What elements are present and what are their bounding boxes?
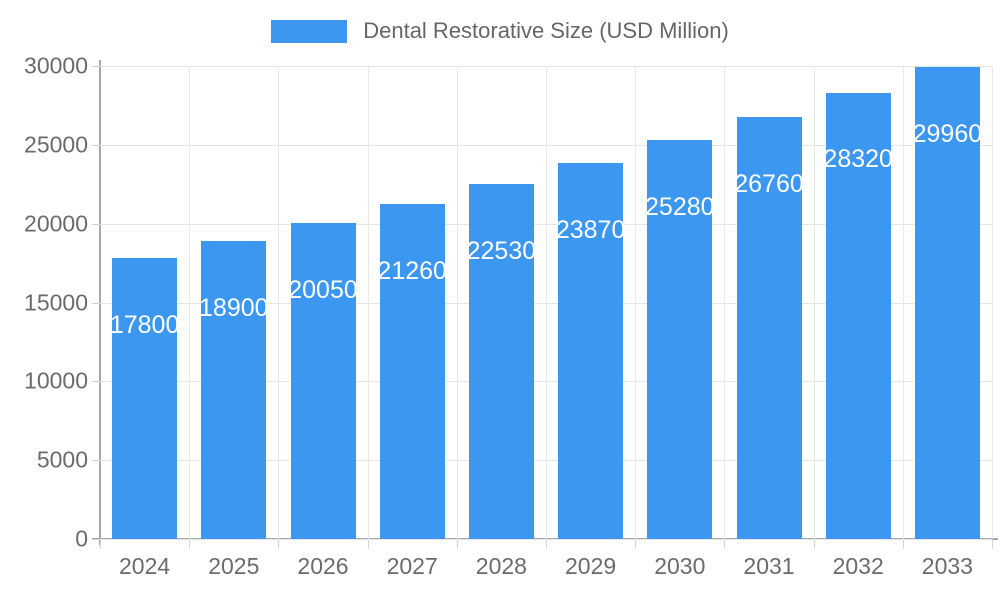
bar[interactable] [558,162,624,539]
x-axis-tick-mark [100,540,101,549]
bar[interactable] [468,183,534,539]
gridline-vertical [635,66,636,539]
x-axis-tick-mark [278,540,279,549]
y-axis-tick-mark [92,144,100,146]
bar[interactable] [201,241,267,539]
gridline-vertical [903,66,904,539]
gridline-vertical [278,66,279,539]
bar[interactable] [290,222,356,539]
y-axis-tick-mark [92,539,100,540]
x-axis-tick-mark [814,540,815,549]
bar[interactable] [914,66,980,539]
y-axis-tick-label: 30000 [24,52,88,79]
x-axis-tick-label: 2025 [208,553,260,579]
gridline-vertical [457,66,458,539]
x-axis-tick-label: 2024 [119,553,171,579]
y-axis-tick-label: 15000 [24,289,88,315]
x-axis-tick-mark [546,540,547,549]
y-axis-tick-mark [92,223,100,225]
x-axis-tick-label: 2027 [386,553,438,579]
bar[interactable] [647,140,713,539]
gridline-vertical [368,66,369,539]
gridline-horizontal [100,539,992,540]
gridline-vertical [724,66,725,539]
y-axis-tick-mark [92,66,100,67]
y-axis-tick-label: 10000 [24,367,88,394]
y-axis-tick-label: 0 [75,525,88,552]
x-axis-tick-label: 2031 [743,553,795,579]
y-axis-tick-mark [92,302,100,304]
gridline-vertical [546,66,547,539]
x-axis-tick-mark [457,540,458,549]
y-axis-tick-mark [92,381,100,383]
legend-label: Dental Restorative Size (USD Million) [363,18,729,43]
x-axis-tick-label: 2033 [921,553,973,579]
x-axis-tick-mark [368,540,369,549]
y-axis-tick-label: 25000 [24,131,88,158]
x-axis-tick-label: 2029 [565,553,617,579]
gridline-vertical [992,66,993,539]
gridline-vertical [189,66,190,539]
y-axis-tick-mark [92,460,100,462]
x-axis-tick-mark [189,540,190,549]
legend-color-swatch [271,19,348,43]
x-axis-tick-mark [992,540,993,549]
bar[interactable] [379,203,445,539]
x-axis-tick-label: 2032 [832,553,884,579]
x-axis-tick-mark [724,540,725,549]
gridline-vertical [814,66,815,539]
x-axis-tick-label: 2028 [475,553,527,579]
y-axis-tick-label: 20000 [24,210,88,237]
y-axis-tick-label: 5000 [36,446,88,473]
x-axis-tick-label: 2026 [297,553,349,579]
x-axis-tick-label: 2030 [654,553,706,579]
bar[interactable] [736,117,802,539]
x-axis-tick-mark [903,540,904,549]
plot-area: 17800 18900 20050 21260 22530 23870 25280 26760… [92,66,993,540]
bar[interactable] [825,92,891,539]
bar[interactable] [112,258,178,539]
x-axis-tick-mark [635,540,636,549]
chart-legend: Dental Restorative Size (USD Million) [0,14,1000,48]
